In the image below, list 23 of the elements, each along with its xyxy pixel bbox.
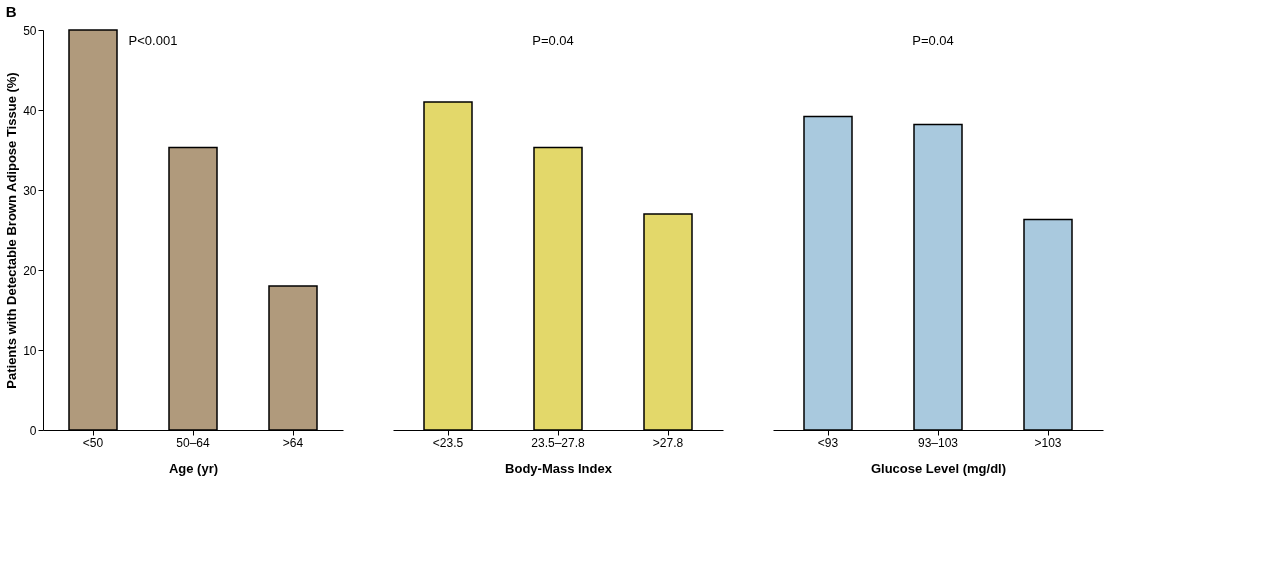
x-axis-title: Body-Mass Index [505, 460, 613, 476]
x-tick-label: >103 [1034, 435, 1062, 450]
chart-title: B [5, 3, 17, 20]
x-tick-label: 23.5–27.8 [531, 435, 586, 450]
x-tick-label: >64 [282, 435, 304, 450]
y-tick-label: 10 [23, 343, 37, 358]
y-tick-label: 20 [23, 263, 37, 278]
x-tick-label: >27.8 [652, 435, 684, 450]
x-tick-label: <93 [817, 435, 839, 450]
x-tick-label: 93–103 [917, 435, 959, 450]
y-tick-label: 30 [23, 183, 37, 198]
y-tick-label: 50 [23, 23, 37, 38]
y-tick-label: 40 [23, 103, 37, 118]
y-axis-title: Patients with Detectable Brown Adipose Tissue (%) [4, 72, 20, 389]
y-tick-label: 0 [29, 423, 37, 438]
x-axis-title: Age (yr) [168, 460, 219, 476]
annotation: P<0.001 [128, 33, 178, 48]
x-axis-title: Glucose Level (mg/dl) [870, 460, 1007, 476]
annotation: P=0.04 [532, 33, 574, 48]
annotation: P=0.04 [912, 33, 954, 48]
x-tick-label: <23.5 [432, 435, 464, 450]
x-tick-label: <50 [82, 435, 104, 450]
x-tick-label: 50–64 [176, 435, 211, 450]
